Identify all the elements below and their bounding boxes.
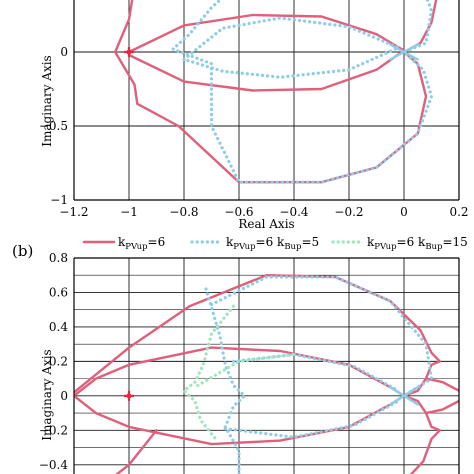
p1-legend-text-2-4: Bup [425, 242, 443, 252]
p1-y-tick-label-5: −0.2 [39, 423, 68, 437]
p1-series-line-10 [389, 386, 419, 406]
p1-series-line-3 [115, 429, 158, 474]
p0-series-group [114, 0, 438, 184]
p1-legend-entry-0: kPVup=6 [118, 235, 165, 252]
p1-panel-label: (b) [12, 242, 33, 260]
p1-legend-text-2-1: PVup [374, 242, 397, 252]
p1-legend-text-1-3: k [273, 235, 285, 249]
p1-legend-text-0-0: k [118, 235, 126, 249]
p1-legend-text-1-1: PVup [233, 242, 256, 252]
p0-x-tick-label-0: −1.2 [59, 205, 88, 219]
p1-y-tick-label-0: 0.8 [49, 251, 68, 265]
p1-critical-point-dot [126, 393, 132, 399]
p1-legend-text-0-1: PVup [125, 242, 148, 252]
p1-series-line-9 [223, 399, 401, 439]
p0-x-tick-label-3: −0.6 [224, 205, 253, 219]
p0-x-axis-label: Real Axis [238, 217, 294, 231]
p0-y-tick-label-3: −1 [50, 193, 68, 207]
p1-legend-text-2-3: k [414, 235, 426, 249]
p1-legend-text-0-2: =6 [148, 235, 166, 249]
p1-series-group [74, 274, 459, 474]
p0-x-tick-label-7: 0.2 [449, 205, 468, 219]
p0-series-line-3 [182, 16, 401, 79]
p1-legend-text-1-0: k [226, 235, 234, 249]
p0-x-tick-label-5: −0.2 [334, 205, 363, 219]
p1-legend-text-1-2: =6 [256, 235, 274, 249]
p0-critical-point-dot [126, 49, 132, 55]
p1-series-line-7 [209, 275, 434, 398]
p1-legend-text-2-2: =6 [397, 235, 415, 249]
p0-y-tick-label-2: −0.5 [39, 119, 68, 133]
p0-series-line-1 [127, 13, 406, 92]
p1-series-line-11 [182, 304, 236, 443]
p1-series-line-4 [424, 377, 459, 392]
p0-y-axis-label: Imaginary Axis [40, 55, 54, 146]
p1-legend-text-2-0: k [367, 235, 375, 249]
p0-series-line-2 [171, 0, 434, 184]
p1-y-tick-label-6: −0.4 [39, 458, 69, 472]
p0-x-tick-label-2: −0.8 [169, 205, 198, 219]
p0-x-tick-label-1: −1 [120, 205, 138, 219]
p1-y-tick-label-4: 0 [60, 389, 68, 403]
p1-series-line-5 [424, 399, 459, 415]
p1-y-tick-label-1: 0.6 [49, 285, 68, 299]
p1-y-tick-label-2: 0.4 [49, 320, 68, 334]
p1-legend-entry-1: kPVup=6 kBup=5 [226, 235, 319, 252]
p0-y-tick-label-1: 0 [60, 45, 68, 59]
p1-legend-entry-2: kPVup=6 kBup=15 [367, 235, 468, 252]
p0-x-tick-label-6: 0 [400, 205, 408, 219]
p0-series-line-4 [389, 43, 419, 61]
p1-series-line-1 [402, 394, 441, 474]
p1-series-line-12 [196, 352, 296, 388]
p1-legend-text-1-4: Bup [284, 242, 302, 252]
p1-y-axis-label: Imaginary Axis [40, 349, 54, 440]
p0-x-tick-label-4: −0.4 [279, 205, 309, 219]
p1-legend-text-2-5: =15 [442, 235, 467, 249]
p1-y-tick-label-3: 0.2 [49, 354, 68, 368]
p1-legend-text-1-5: =5 [301, 235, 319, 249]
